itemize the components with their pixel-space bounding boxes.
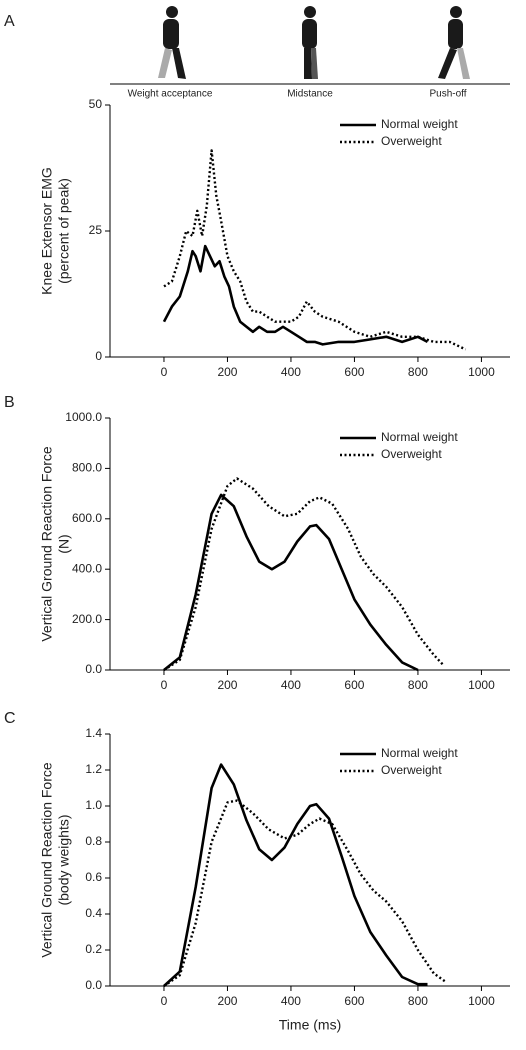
x-tick-label: 200 xyxy=(217,678,237,692)
y-tick-label: 0.0 xyxy=(85,978,102,992)
x-tick-label: 800 xyxy=(408,994,428,1008)
x-tick-label: 200 xyxy=(217,365,237,379)
x-tick-label: 400 xyxy=(281,365,301,379)
x-tick-label: 800 xyxy=(408,365,428,379)
panel-label: C xyxy=(4,710,16,727)
y-tick-label: 0 xyxy=(95,349,102,363)
y-tick-label: 0.0 xyxy=(85,662,102,676)
x-tick-label: 1000 xyxy=(468,994,495,1008)
y-axis-label: Knee Extensor EMG xyxy=(39,167,55,295)
phase-label: Midstance xyxy=(287,89,333,100)
x-tick-label: 1000 xyxy=(468,365,495,379)
x-tick-label: 600 xyxy=(344,678,364,692)
phase-label: Weight acceptance xyxy=(128,89,213,100)
y-tick-label: 0.8 xyxy=(85,834,102,848)
legend-label: Normal weight xyxy=(381,746,458,760)
data-line xyxy=(163,149,467,351)
y-tick-label: 25 xyxy=(89,223,103,237)
y-tick-label: 50 xyxy=(89,97,103,111)
x-tick-label: 400 xyxy=(281,678,301,692)
data-line xyxy=(163,763,428,987)
x-tick-label: 0 xyxy=(161,994,168,1008)
x-axis-label: Time (ms) xyxy=(279,1017,341,1033)
y-tick-label: 1.4 xyxy=(85,726,102,740)
y-axis-label: (N) xyxy=(56,534,72,553)
legend-label: Overweight xyxy=(381,134,442,148)
y-tick-label: 400.0 xyxy=(72,561,102,575)
legend-label: Overweight xyxy=(381,763,442,777)
x-tick-label: 1000 xyxy=(468,678,495,692)
x-tick-label: 200 xyxy=(217,994,237,1008)
y-tick-label: 0.6 xyxy=(85,870,102,884)
y-axis-label: (body weights) xyxy=(56,814,72,905)
x-tick-label: 600 xyxy=(344,365,364,379)
legend-label: Overweight xyxy=(381,447,442,461)
y-tick-label: 800.0 xyxy=(72,461,102,475)
y-axis-label: Vertical Ground Reaction Force xyxy=(39,762,55,958)
y-axis-label: (percent of peak) xyxy=(56,178,72,284)
x-tick-label: 600 xyxy=(344,994,364,1008)
x-tick-label: 0 xyxy=(161,678,168,692)
legend-label: Normal weight xyxy=(381,430,458,444)
y-tick-label: 1000.0 xyxy=(65,410,102,424)
y-tick-label: 600.0 xyxy=(72,511,102,525)
legend-label: Normal weight xyxy=(381,117,458,131)
x-tick-label: 800 xyxy=(408,678,428,692)
panel-label: B xyxy=(4,394,15,411)
y-tick-label: 0.2 xyxy=(85,942,102,956)
panel-label: A xyxy=(4,13,15,30)
phase-label: Push-off xyxy=(429,89,466,100)
y-tick-label: 1.0 xyxy=(85,798,102,812)
y-axis-label: Vertical Ground Reaction Force xyxy=(39,446,55,642)
x-tick-label: 400 xyxy=(281,994,301,1008)
y-tick-label: 0.4 xyxy=(85,906,102,920)
y-tick-label: 200.0 xyxy=(72,612,102,626)
walking-figures xyxy=(110,6,510,85)
x-tick-label: 0 xyxy=(161,365,168,379)
y-tick-label: 1.2 xyxy=(85,762,102,776)
data-line xyxy=(163,799,448,987)
data-line xyxy=(163,477,445,672)
data-line xyxy=(162,244,429,346)
data-line xyxy=(163,493,419,672)
